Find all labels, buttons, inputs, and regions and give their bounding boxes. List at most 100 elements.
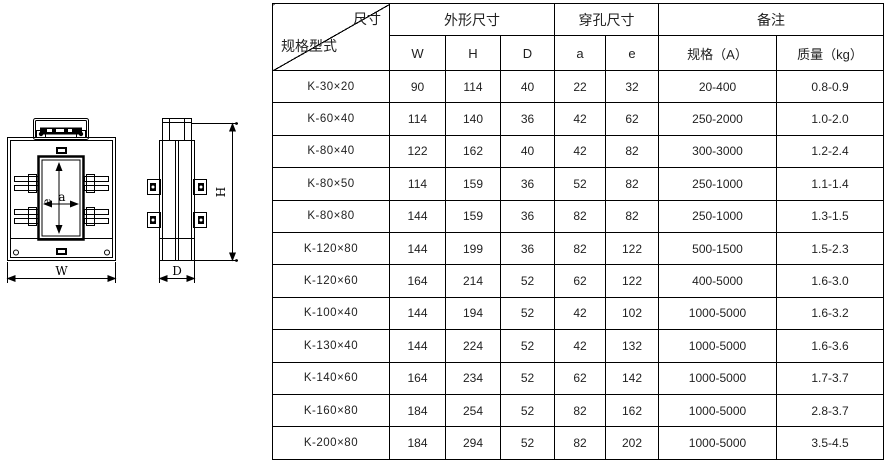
value-cell: 52 — [500, 329, 555, 363]
value-cell: 36 — [500, 167, 555, 201]
group-header-row: 尺寸 规格型式 外形尺寸 穿孔尺寸 备注 — [272, 3, 884, 71]
value-cell: 1.2-2.4 — [776, 134, 884, 169]
value-cell: 36 — [500, 199, 555, 233]
value-cell: 36 — [500, 231, 555, 266]
value-cell: 144 — [389, 199, 446, 233]
value-cell: 20-400 — [658, 69, 777, 104]
value-cell: 32 — [605, 69, 659, 104]
side-view: H D — [147, 118, 238, 283]
group-header-cell: 备注 — [658, 3, 884, 36]
value-cell: 102 — [605, 296, 659, 331]
value-cell: 162 — [605, 393, 659, 428]
nameplate-marks — [56, 147, 67, 255]
value-cell: 82 — [554, 393, 606, 428]
value-cell: 62 — [554, 361, 606, 395]
sub-header-cell: 规格（A） — [658, 35, 777, 71]
value-cell: 114 — [389, 102, 446, 136]
value-cell: 40 — [500, 69, 555, 104]
value-cell: 42 — [554, 296, 606, 331]
d-label: D — [172, 264, 182, 278]
value-cell: 122 — [389, 134, 446, 169]
value-cell: 300-3000 — [658, 134, 777, 169]
value-cell: 3.5-4.5 — [776, 426, 884, 460]
table-row: K-120×60 164 214 52 62 122 400-5000 1.6-3.0 — [272, 264, 884, 298]
value-cell: 254 — [445, 393, 501, 428]
table-row: K-160×80 184 254 52 82 162 1000-5000 2.8-3.7 — [272, 393, 884, 428]
value-cell: 82 — [605, 134, 659, 169]
value-cell: 122 — [605, 231, 659, 266]
window-outer — [37, 155, 85, 241]
value-cell: 1.6-3.6 — [776, 329, 884, 363]
value-cell: 199 — [445, 231, 501, 266]
value-cell: 1000-5000 — [658, 426, 777, 460]
hole-a-label: a — [58, 190, 65, 204]
value-cell: 52 — [500, 296, 555, 331]
value-cell: 164 — [389, 361, 446, 395]
value-cell: 62 — [605, 102, 659, 136]
value-cell: 1000-5000 — [658, 361, 777, 395]
value-cell: 62 — [554, 264, 606, 298]
d-dimension: D — [158, 261, 196, 283]
value-cell: 400-5000 — [658, 264, 777, 298]
value-cell: 1.0-2.0 — [776, 102, 884, 136]
table-row: K-80×80 144 159 36 82 82 250-1000 1.3-1.5 — [272, 199, 884, 233]
transformer-drawing-svg: e a W — [6, 118, 238, 283]
clamp-slots-right — [84, 174, 109, 226]
model-cell: K-80×50 — [272, 167, 390, 201]
value-cell: 1.6-3.0 — [776, 264, 884, 298]
value-cell: 90 — [389, 69, 446, 104]
value-cell: 42 — [554, 134, 606, 169]
value-cell: 250-1000 — [658, 199, 777, 233]
table-row: K-120×80 144 199 36 82 122 500-1500 1.5-2.3 — [272, 231, 884, 266]
mounting-hole-left — [13, 249, 19, 256]
sub-header-cell: W — [389, 35, 446, 71]
h-label: H — [214, 187, 228, 197]
value-cell: 42 — [554, 329, 606, 363]
w-label: W — [55, 264, 68, 278]
value-cell: 82 — [605, 199, 659, 233]
value-cell: 22 — [554, 69, 606, 104]
model-cell: K-80×40 — [272, 134, 390, 169]
window-inner — [41, 159, 81, 237]
value-cell: 1.1-1.4 — [776, 167, 884, 201]
front-body-inner — [10, 140, 113, 258]
table-row: K-30×20 90 114 40 22 32 20-400 0.8-0.9 — [272, 69, 884, 104]
value-cell: 42 — [554, 102, 606, 136]
spec-table-body: K-30×20 90 114 40 22 32 20-400 0.8-0.9 K-60×40 11… — [272, 69, 884, 460]
value-cell: 2.8-3.7 — [776, 393, 884, 428]
front-view: e a W — [6, 118, 117, 283]
value-cell: 250-2000 — [658, 102, 777, 136]
value-cell: 1000-5000 — [658, 296, 777, 331]
value-cell: 52 — [500, 361, 555, 395]
sub-header-cell: a — [554, 35, 606, 71]
value-cell: 52 — [554, 167, 606, 201]
side-clips — [147, 179, 207, 228]
value-cell: 202 — [605, 426, 659, 460]
value-cell: 82 — [605, 167, 659, 201]
table-row: K-130×40 144 224 52 42 132 1000-5000 1.6-3.6 — [272, 329, 884, 363]
value-cell: 122 — [605, 264, 659, 298]
table-row: K-80×50 114 159 36 52 82 250-1000 1.1-1.4 — [272, 167, 884, 201]
value-cell: 132 — [605, 329, 659, 363]
side-body — [159, 140, 195, 261]
table-row: K-200×80 184 294 52 82 202 1000-5000 3.5-4.5 — [272, 426, 884, 460]
technical-drawing: e a W — [0, 0, 270, 463]
model-cell: K-200×80 — [272, 426, 390, 460]
value-cell: 140 — [445, 102, 501, 136]
value-cell: 144 — [389, 329, 446, 363]
table-row: K-80×40 122 162 40 42 82 300-3000 1.2-2.4 — [272, 134, 884, 169]
model-cell: K-30×20 — [272, 69, 390, 104]
h-dimension: H — [191, 122, 238, 262]
value-cell: 82 — [554, 426, 606, 460]
value-cell: 144 — [389, 231, 446, 266]
value-cell: 1.7-3.7 — [776, 361, 884, 395]
value-cell: 234 — [445, 361, 501, 395]
front-body-outer — [7, 137, 116, 261]
hole-e-dimension: e — [40, 162, 63, 234]
value-cell: 194 — [445, 296, 501, 331]
corner-label-model: 规格型式 — [281, 38, 337, 54]
sub-header-cell: D — [500, 35, 555, 71]
value-cell: 162 — [445, 134, 501, 169]
